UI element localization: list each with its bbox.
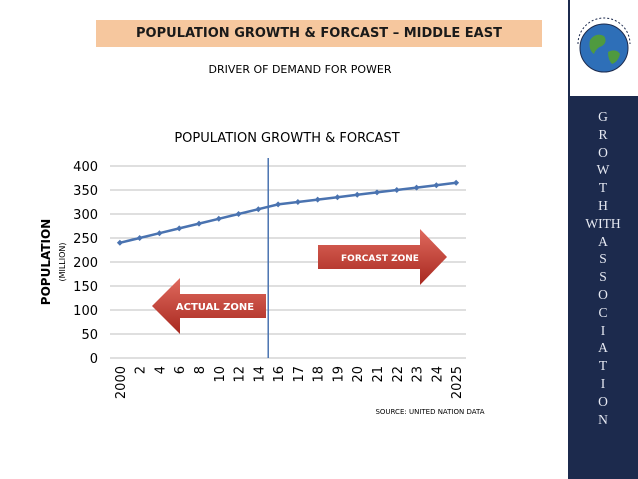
side-letter: O [598, 286, 608, 302]
y-tick-label: 0 [90, 352, 98, 367]
data-point [215, 215, 222, 222]
x-axis-ticks: 2000 2 4 6 8 10 12 14 16 17 18 19 20 21 22 23 24 2025 [114, 366, 465, 399]
side-letter: H [598, 197, 608, 213]
y-axis-unit-label: (MILLION) [58, 242, 67, 281]
data-point [413, 184, 420, 191]
data-point [453, 179, 460, 186]
data-point [393, 187, 400, 193]
actual-zone-label: ACTUAL ZONE [176, 302, 254, 313]
x-tick-label: 17 [292, 366, 307, 383]
y-tick-label: 400 [73, 160, 98, 175]
side-letter: T [598, 358, 608, 374]
data-point [156, 230, 163, 237]
x-tick-label: 24 [430, 366, 445, 383]
brand-sidebar: G R O W T H WITH A S S O C I A T I O N [568, 0, 638, 479]
x-tick-label: 2025 [450, 366, 465, 399]
x-tick-label: 21 [371, 366, 386, 383]
page-subtitle: DRIVER OF DEMAND FOR POWER [208, 63, 392, 76]
y-axis-label: POPULATION [39, 219, 53, 305]
y-axis-ticks: 0 50 100 150 200 250 300 350 400 [73, 160, 98, 367]
side-letter: I [600, 322, 606, 338]
y-tick-label: 150 [73, 280, 98, 295]
x-tick-label: 10 [213, 366, 228, 383]
actual-zone-arrow: ACTUAL ZONE [152, 278, 266, 334]
x-tick-label: 14 [252, 366, 267, 383]
data-point [196, 220, 202, 227]
side-letter: R [598, 126, 608, 142]
y-tick-label: 350 [73, 184, 98, 199]
page-banner: POPULATION GROWTH & FORCAST – MIDDLE EAS… [96, 20, 542, 47]
x-tick-label: 22 [391, 366, 406, 383]
globe-icon [577, 17, 631, 73]
series-line-population [119, 181, 457, 245]
data-points [116, 179, 460, 246]
brand-logo [568, 0, 638, 96]
x-tick-label: 4 [153, 366, 168, 374]
side-letter: A [598, 233, 608, 249]
y-tick-label: 250 [73, 232, 98, 247]
side-letter: I [600, 375, 606, 391]
side-letter: O [598, 144, 608, 160]
growth-with-association-text: G R O W T H WITH A S S O C I A T I O N [568, 108, 638, 428]
x-tick-label: 19 [331, 366, 346, 383]
data-point [294, 199, 301, 205]
x-tick-label: 18 [312, 366, 327, 383]
side-letter: W [596, 162, 610, 178]
side-letter: S [599, 269, 607, 285]
data-point [235, 211, 242, 217]
side-letter: C [598, 304, 608, 320]
data-point [116, 239, 123, 246]
population-chart: POPULATION GROWTH & FORCAST 050100150200… [39, 131, 485, 416]
side-letter: WITH [585, 215, 621, 231]
data-point [314, 196, 321, 203]
data-point [255, 206, 262, 213]
x-tick-label: 20 [351, 366, 366, 383]
side-letter: S [599, 251, 607, 267]
side-letter: T [598, 180, 608, 196]
side-letter: A [598, 340, 608, 356]
source-note: SOURCE: UNITED NATION DATA [375, 408, 484, 416]
data-point [275, 201, 282, 208]
side-letter: G [598, 109, 608, 124]
banner-title: POPULATION GROWTH & FORCAST – MIDDLE EAS… [136, 26, 502, 41]
data-point [433, 182, 440, 189]
x-tick-label: 16 [272, 366, 287, 383]
x-tick-label: 12 [233, 366, 248, 383]
x-tick-label: 6 [173, 366, 188, 374]
y-tick-label: 50 [81, 328, 98, 343]
forecast-zone-label: FORCAST ZONE [341, 254, 419, 264]
data-point [334, 194, 341, 201]
x-tick-label: 23 [411, 366, 426, 383]
y-tick-label: 200 [73, 256, 98, 271]
side-letter: O [598, 393, 608, 409]
y-tick-label: 100 [73, 304, 98, 319]
data-point [176, 225, 183, 232]
x-tick-label: 8 [193, 366, 208, 374]
y-tick-label: 300 [73, 208, 98, 223]
x-tick-label: 2 [134, 366, 149, 374]
chart-title: POPULATION GROWTH & FORCAST [174, 131, 399, 146]
x-tick-label: 2000 [114, 366, 129, 399]
side-letter: N [598, 411, 608, 427]
data-point [136, 235, 143, 241]
data-point [354, 191, 361, 198]
forecast-zone-arrow: FORCAST ZONE [318, 229, 447, 285]
data-point [374, 189, 380, 196]
